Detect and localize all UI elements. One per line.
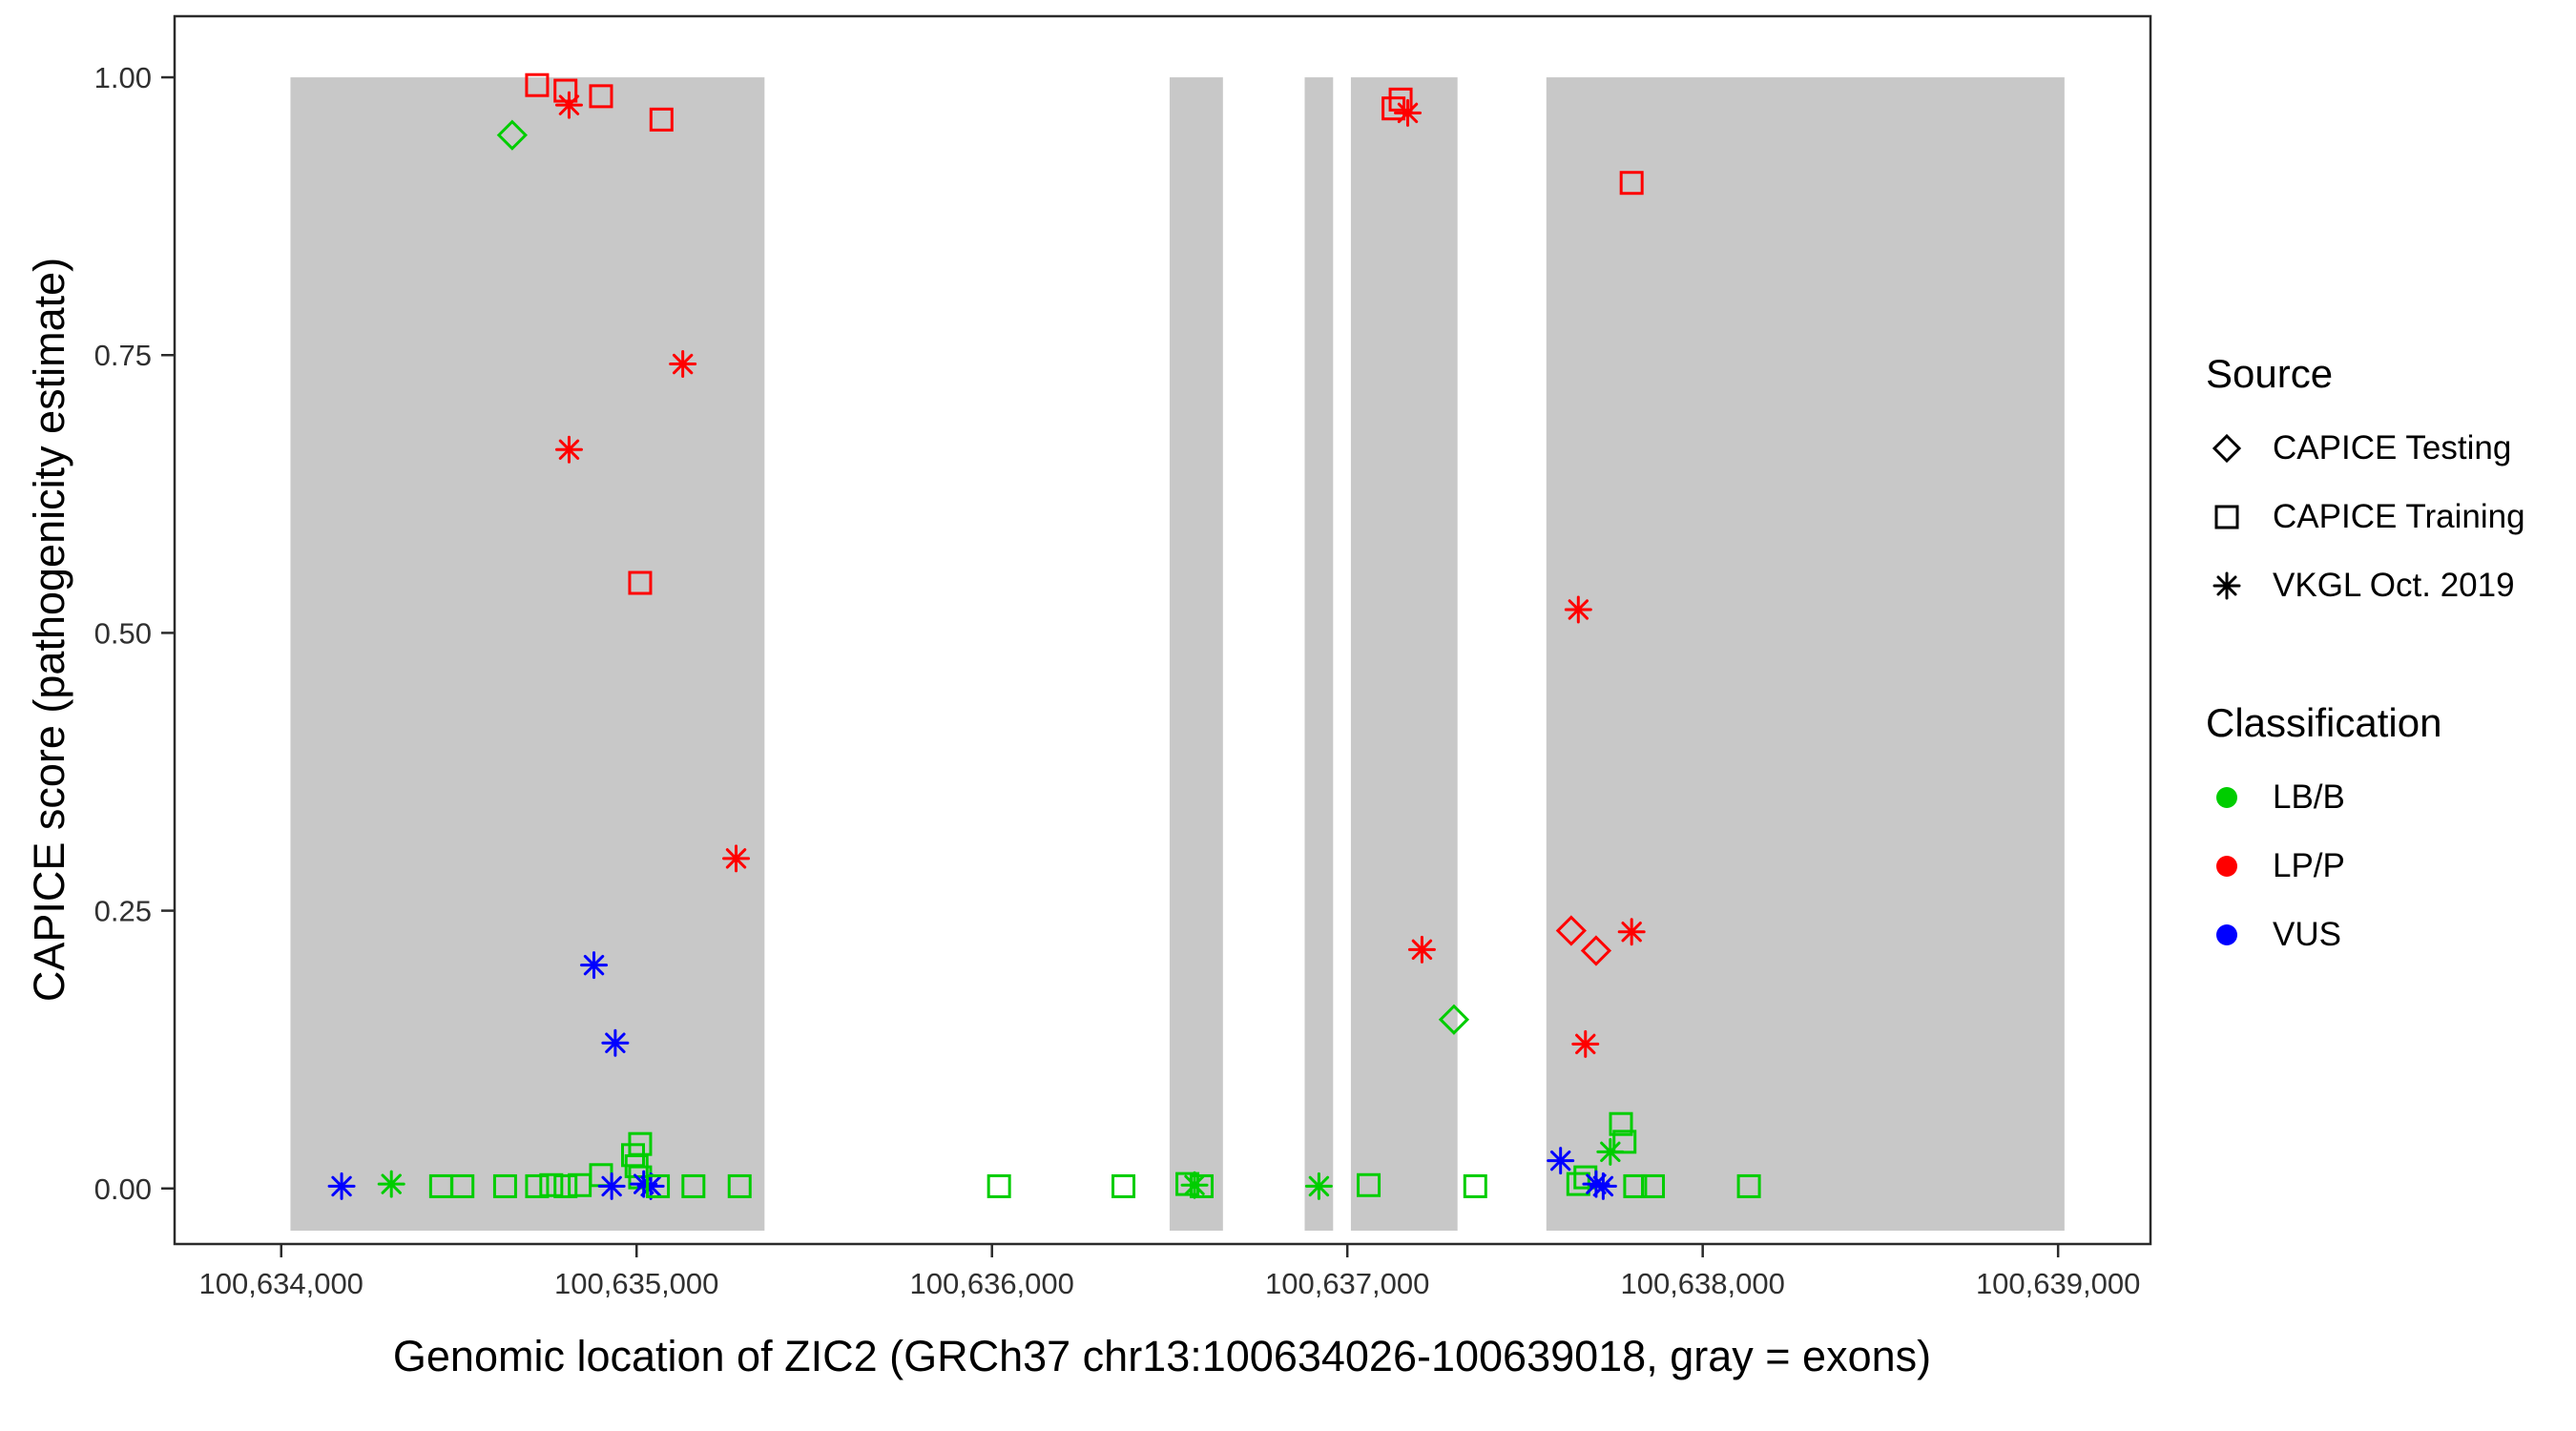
legend-title-classification: Classification [2206, 700, 2442, 745]
data-point-asterisk [554, 435, 583, 464]
data-point-square [525, 1173, 550, 1198]
data-point-square [1463, 1173, 1487, 1198]
legend-item-vus: VUS [2206, 901, 2568, 969]
x-axis-tick-label: 100,634,000 [199, 1267, 364, 1300]
data-point-asterisk [669, 350, 697, 379]
data-point-square [1641, 1173, 1666, 1198]
y-axis-tick-label: 0.75 [94, 339, 152, 372]
red-dot-icon [2216, 856, 2237, 877]
x-axis-tick-label: 100,635,000 [554, 1267, 718, 1300]
legend-section-classification: Classification LB/B LP/P VUS [2206, 700, 2568, 969]
data-point-diamond [1555, 915, 1587, 946]
data-point-square [450, 1173, 475, 1198]
data-point-square [525, 73, 550, 97]
diamond-icon [2212, 433, 2242, 464]
data-point-asterisk [554, 91, 583, 119]
data-point-square [492, 1173, 517, 1198]
legend-item-lbb: LB/B [2206, 763, 2568, 832]
blue-dot-icon [2216, 924, 2237, 945]
legend-item-vkgl: VKGL Oct. 2019 [2206, 551, 2568, 620]
green-dot-icon [2216, 787, 2237, 808]
data-point-asterisk [1547, 1147, 1575, 1175]
data-point-square [1736, 1173, 1761, 1198]
panel-border [173, 14, 2152, 1246]
data-point-square [1623, 1173, 1648, 1198]
x-axis-tick-label: 100,637,000 [1265, 1267, 1429, 1300]
data-point-square [1388, 87, 1413, 112]
legend-item-capice-testing: CAPICE Testing [2206, 414, 2568, 483]
data-point-square [628, 1131, 653, 1156]
y-axis-tick-label: 0.00 [94, 1172, 152, 1206]
exon-band [1169, 77, 1223, 1232]
data-point-square [649, 107, 674, 132]
data-point-asterisk [1407, 935, 1436, 964]
data-point-diamond [496, 119, 528, 151]
legend-title-source: Source [2206, 351, 2334, 396]
data-point-square [1111, 1173, 1136, 1198]
data-point-diamond [1580, 935, 1612, 966]
legend-item-label: CAPICE Testing [2273, 429, 2512, 467]
data-point-asterisk [1394, 98, 1423, 127]
data-point-asterisk [580, 951, 609, 980]
y-axis-title: CAPICE score (pathogenicity estimate) [25, 257, 73, 1003]
square-icon [2214, 505, 2239, 529]
legend-item-label: VKGL Oct. 2019 [2273, 567, 2515, 604]
data-point-asterisk [636, 1172, 665, 1200]
data-point-asterisk [722, 844, 751, 873]
data-point-asterisk [601, 1028, 630, 1057]
legend-item-label: LB/B [2273, 778, 2345, 816]
data-point-asterisk [377, 1170, 405, 1198]
data-point-asterisk [1589, 1172, 1617, 1200]
data-point-asterisk [1617, 918, 1646, 946]
legend-item-label: LP/P [2273, 847, 2345, 884]
data-point-square [646, 1173, 671, 1198]
data-point-square [553, 1173, 578, 1198]
x-axis-tick-label: 100,639,000 [1976, 1267, 2140, 1300]
legend-item-label: CAPICE Training [2273, 498, 2525, 535]
x-axis-tick-label: 100,638,000 [1620, 1267, 1784, 1300]
legend-item-capice-training: CAPICE Training [2206, 483, 2568, 551]
x-axis-title: Genomic location of ZIC2 (GRCh37 chr13:1… [392, 1332, 1932, 1380]
data-point-square [1189, 1173, 1214, 1198]
data-point-asterisk [597, 1172, 626, 1200]
data-point-asterisk [1564, 595, 1592, 624]
data-point-square [727, 1173, 752, 1198]
exon-band [1304, 77, 1334, 1232]
y-axis-tick-label: 0.25 [94, 895, 152, 928]
legend-section-source: Source CAPICE Testing CAPICE Training [2206, 351, 2568, 620]
exon-band [1350, 77, 1458, 1232]
data-point-square [1357, 1172, 1381, 1197]
data-point-square [628, 570, 653, 595]
data-point-asterisk [1571, 1029, 1600, 1058]
data-point-square [1609, 1111, 1633, 1136]
x-axis-tick-label: 100,636,000 [910, 1267, 1074, 1300]
y-axis-tick-label: 0.50 [94, 616, 152, 650]
data-point-square [589, 84, 613, 109]
data-point-square [539, 1172, 564, 1197]
data-point-square [987, 1173, 1011, 1198]
legend: Source CAPICE Testing CAPICE Training [2206, 351, 2568, 969]
data-point-asterisk [327, 1172, 356, 1200]
data-point-square [1612, 1130, 1637, 1154]
data-point-square [1619, 171, 1644, 196]
legend-item-label: VUS [2273, 916, 2341, 953]
exon-band [1546, 77, 2065, 1232]
data-point-square [681, 1173, 706, 1198]
legend-item-lpp: LP/P [2206, 832, 2568, 901]
data-point-asterisk [1304, 1172, 1333, 1200]
asterisk-icon [2212, 571, 2241, 600]
exon-band [290, 77, 765, 1232]
data-point-diamond [1438, 1004, 1470, 1035]
y-axis-tick-label: 1.00 [94, 61, 152, 94]
